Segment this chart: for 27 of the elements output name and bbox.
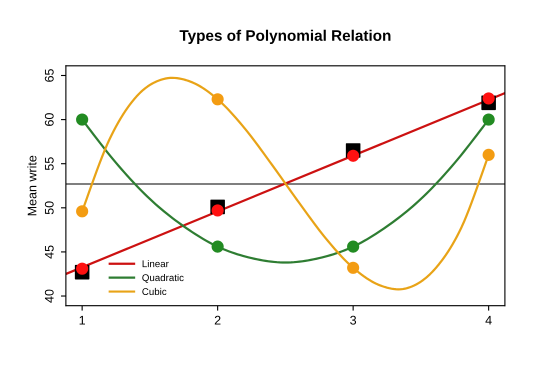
point bbox=[212, 93, 224, 106]
point bbox=[76, 262, 88, 275]
y-tick-label: 60 bbox=[44, 113, 54, 126]
legend-label: Quadratic bbox=[142, 274, 184, 283]
y-tick-label: 65 bbox=[44, 69, 54, 82]
y-tick-label: 55 bbox=[44, 157, 54, 170]
point bbox=[482, 92, 495, 105]
point bbox=[482, 148, 495, 161]
y-axis-title: Mean write bbox=[27, 156, 36, 216]
x-tick-label: 1 bbox=[80, 316, 86, 325]
chart-title: Types of Polynomial Relation bbox=[180, 30, 390, 44]
point bbox=[212, 240, 224, 253]
point bbox=[347, 262, 360, 274]
point bbox=[482, 114, 495, 126]
point bbox=[212, 204, 224, 217]
point bbox=[347, 240, 360, 253]
y-tick-label: 40 bbox=[44, 290, 54, 303]
y-tick-label: 45 bbox=[44, 245, 54, 259]
y-tick-label: 50 bbox=[44, 201, 54, 214]
legend-label: Linear bbox=[142, 260, 169, 268]
x-tick-label: 3 bbox=[350, 316, 356, 325]
legend-label: Cubic bbox=[142, 288, 166, 296]
x-tick-label: 4 bbox=[485, 316, 492, 325]
point bbox=[347, 150, 360, 162]
point bbox=[76, 114, 88, 126]
point bbox=[76, 205, 88, 218]
x-tick-label: 2 bbox=[214, 316, 220, 325]
